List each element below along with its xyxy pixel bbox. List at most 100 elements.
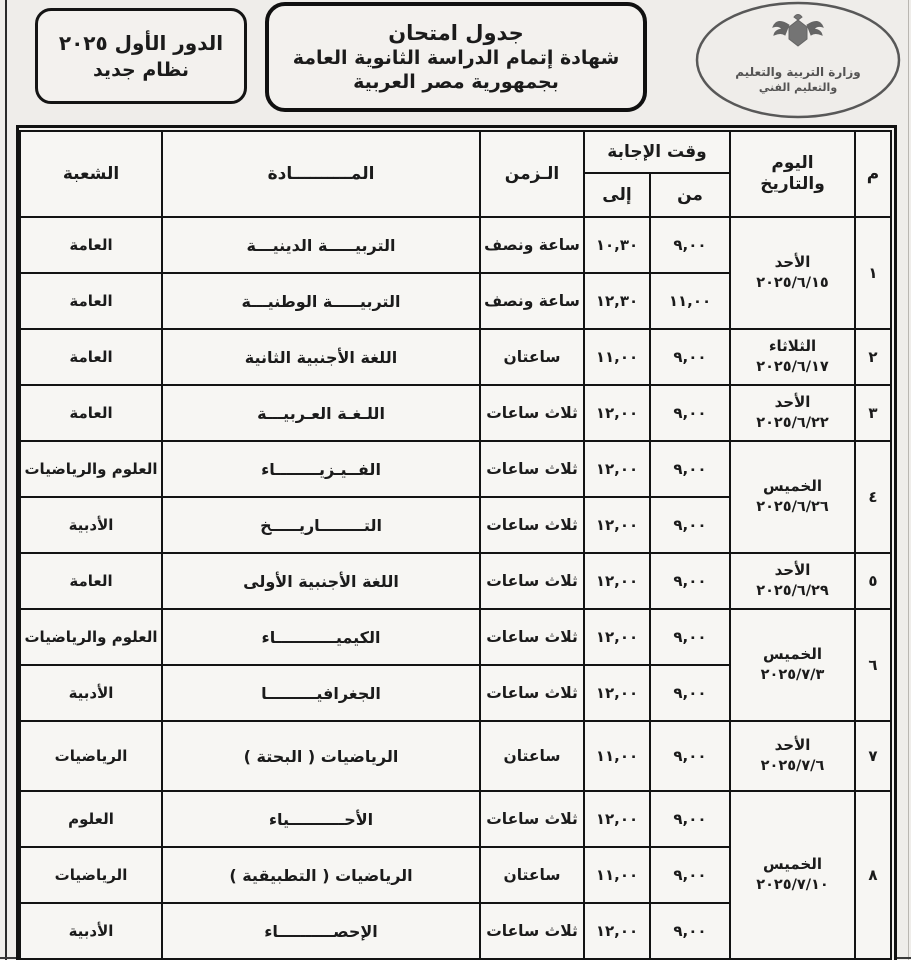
duration-cell: ساعة ونصف [479, 216, 585, 274]
day-name: الأحد [774, 735, 811, 754]
table-header-row-2: من إلى [20, 172, 891, 218]
duration-cell: ساعتان [479, 328, 585, 386]
title-line-3: بجمهورية مصر العربية [353, 71, 559, 93]
table-row: ٥ الأحد ٢٠٢٥/٦/٢٩ ٩,٠٠ ١٢,٠٠ ثلاث ساعات … [19, 552, 892, 610]
day-cell: الأحد ٢٠٢٥/٧/٦ [729, 720, 856, 792]
to-cell: ١٢,٠٠ [583, 608, 651, 666]
duration-cell: ثلاث ساعات [479, 608, 585, 666]
ministry-seal-icon: MINISTRY OF EDUCATION AND TECHNICAL EDUC… [691, 0, 901, 119]
table-row: ٩,٠٠ ١٢,٠٠ ثلاث ساعات الجغرافيـــــــــا… [19, 664, 891, 722]
subject-cell: الفــيـزيــــــــاء [161, 440, 481, 498]
day-name: الخميس [763, 476, 822, 495]
branch-cell: الرياضيات [19, 720, 163, 792]
header-branch: الشعبة [19, 130, 163, 218]
table-row: ١١,٠٠ ١٢,٣٠ ساعة ونصف التربيـــــة الوطن… [19, 272, 891, 330]
header-day-line1: اليوم [771, 152, 814, 173]
scan-edge-right [908, 0, 909, 960]
branch-cell: العامة [19, 272, 163, 330]
branch-cell: الأدبية [19, 496, 163, 554]
duration-cell: ثلاث ساعات [479, 552, 585, 610]
branch-cell: الرياضيات [19, 846, 163, 904]
day-date: ٢٠٢٥/٦/١٧ [756, 359, 829, 376]
subject-cell: اللغة الأجنبية الثانية [161, 328, 481, 386]
duration-cell: ساعة ونصف [479, 272, 585, 330]
table-header: م اليوم والتاريخ وقت الإجابة الـزمن المـ… [19, 130, 892, 218]
day-name: الثلاثاء [768, 336, 817, 355]
to-cell: ١٠,٣٠ [583, 216, 651, 274]
header-subject: المــــــــــادة [161, 130, 481, 218]
duration-cell: ثلاث ساعات [479, 496, 585, 554]
header-answer-time: وقت الإجابة [583, 130, 731, 174]
seal-ring-text: MINISTRY OF EDUCATION AND TECHNICAL EDUC… [691, 0, 697, 3]
table-row: ٨ الخميس ٢٠٢٥/٧/١٠ ٩,٠٠ ١٢,٠٠ ثلاث ساعات… [19, 790, 892, 960]
day-date: ٢٠٢٥/٦/٢٦ [756, 499, 829, 516]
day-date: ٢٠٢٥/٧/٣ [760, 667, 825, 684]
from-cell: ٩,٠٠ [649, 328, 731, 386]
new-system-label: نظام جديد [92, 59, 190, 81]
seal-arabic-line-1: وزارة التربية والتعليم [735, 65, 860, 80]
from-cell: ٩,٠٠ [649, 440, 731, 498]
duration-cell: ساعتان [479, 846, 585, 904]
to-cell: ١٢,٠٠ [583, 664, 651, 722]
subject-cell: اللـغـة العـربيـــة [161, 384, 481, 442]
table-header-row-1: م اليوم والتاريخ وقت الإجابة الـزمن المـ… [19, 130, 892, 218]
day-cell: الخميس ٢٠٢٥/٧/٣ [729, 608, 856, 722]
day-date: ٢٠٢٥/٦/٢٩ [756, 583, 829, 600]
table-row: ٦ الخميس ٢٠٢٥/٧/٣ ٩,٠٠ ١٢,٠٠ ثلاث ساعات … [19, 608, 892, 722]
branch-cell: العامة [19, 216, 163, 274]
from-cell: ٩,٠٠ [649, 608, 731, 666]
day-name: الأحد [774, 560, 811, 579]
from-cell: ١١,٠٠ [649, 272, 731, 330]
day-cell: الخميس ٢٠٢٥/٦/٢٦ [729, 440, 856, 554]
table-row: ٩,٠٠ ١٢,٠٠ ثلاث ساعات الإحصــــــــــاء … [19, 902, 891, 960]
day-name: الأحد [774, 392, 811, 411]
row-number-cell: ٣ [854, 384, 892, 442]
header-num: م [854, 130, 892, 218]
to-cell: ١٢,٠٠ [583, 790, 651, 848]
to-cell: ١٢,٠٠ [583, 384, 651, 442]
from-cell: ٩,٠٠ [649, 846, 731, 904]
from-cell: ٩,٠٠ [649, 664, 731, 722]
table-row: ٩,٠٠ ١١,٠٠ ساعتان الرياضيات ( التطبيقية … [19, 846, 891, 904]
table-row: ٢ الثلاثاء ٢٠٢٥/٦/١٧ ٩,٠٠ ١١,٠٠ ساعتان ا… [19, 328, 892, 386]
table-body: ١ الأحد ٢٠٢٥/٦/١٥ ٩,٠٠ ١٠,٣٠ ساعة ونصف ا… [19, 216, 892, 960]
from-cell: ٩,٠٠ [649, 552, 731, 610]
from-cell: ٩,٠٠ [649, 216, 731, 274]
subject-cell: الأحــــــــــياء [161, 790, 481, 848]
to-cell: ١٢,٠٠ [583, 496, 651, 554]
table-row: ٤ الخميس ٢٠٢٥/٦/٢٦ ٩,٠٠ ١٢,٠٠ ثلاث ساعات… [19, 440, 892, 554]
from-cell: ٩,٠٠ [649, 720, 731, 792]
branch-cell: الأدبية [19, 902, 163, 960]
row-number-cell: ٧ [854, 720, 892, 792]
row-number-cell: ١ [854, 216, 892, 330]
day-cell: الأحد ٢٠٢٥/٦/٢٩ [729, 552, 856, 610]
table-row: ٩,٠٠ ١٢,٠٠ ثلاث ساعات التــــــــاريــــ… [19, 496, 891, 554]
to-cell: ١١,٠٠ [583, 720, 651, 792]
session-round-box: الدور الأول ٢٠٢٥ نظام جديد [35, 8, 247, 104]
title-line-1: جدول امتحان [388, 21, 524, 45]
subject-cell: الكيميـــــــــــاء [161, 608, 481, 666]
row-number-cell: ٨ [854, 790, 892, 960]
duration-cell: ثلاث ساعات [479, 790, 585, 848]
day-cell: الثلاثاء ٢٠٢٥/٦/١٧ [729, 328, 856, 386]
duration-cell: ثلاث ساعات [479, 664, 585, 722]
day-date: ٢٠٢٥/٦/٢٢ [756, 415, 829, 432]
to-cell: ١١,٠٠ [583, 328, 651, 386]
header-from: من [649, 172, 731, 218]
table-row: ٣ الأحد ٢٠٢٥/٦/٢٢ ٩,٠٠ ١٢,٠٠ ثلاث ساعات … [19, 384, 892, 442]
title-line-2: شهادة إتمام الدراسة الثانوية العامة [292, 47, 620, 69]
scan-edge-left [5, 0, 7, 960]
subject-cell: التــــــــاريـــــخ [161, 496, 481, 554]
branch-cell: العامة [19, 552, 163, 610]
seal-arabic-line-2: والتعليم الفني [759, 81, 837, 94]
to-cell: ١٢,٠٠ [583, 440, 651, 498]
subject-cell: التربيـــــة الدينيـــة [161, 216, 481, 274]
row-number-cell: ٢ [854, 328, 892, 386]
duration-cell: ثلاث ساعات [479, 902, 585, 960]
day-cell: الأحد ٢٠٢٥/٦/٢٢ [729, 384, 856, 442]
subject-cell: الجغرافيـــــــــا [161, 664, 481, 722]
duration-cell: ساعتان [479, 720, 585, 792]
row-number-cell: ٥ [854, 552, 892, 610]
day-cell: الأحد ٢٠٢٥/٦/١٥ [729, 216, 856, 330]
